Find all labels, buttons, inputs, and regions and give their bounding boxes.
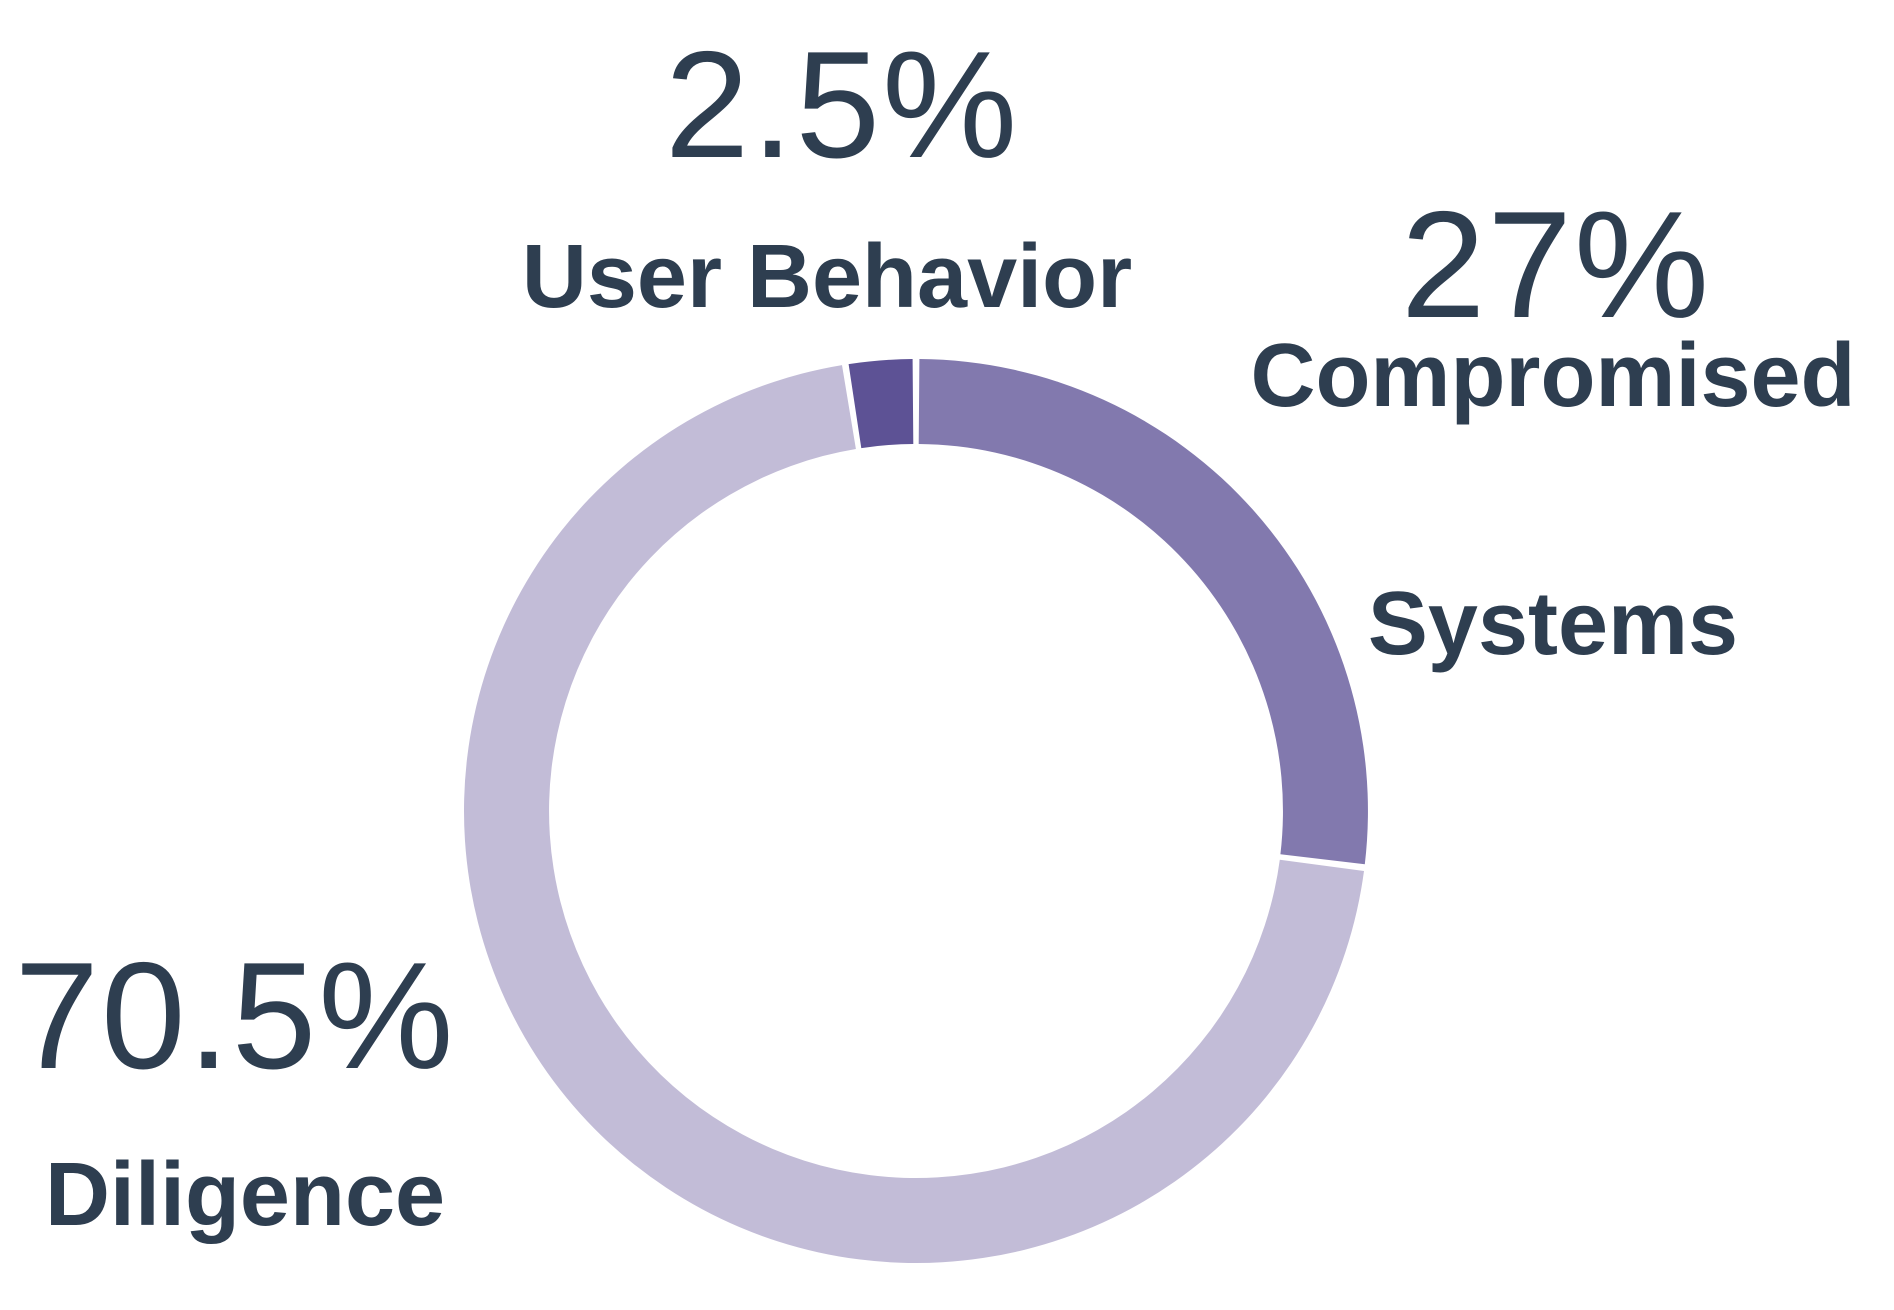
donut-segment-compromised-systems bbox=[918, 359, 1368, 865]
label-compromised-line2: Systems bbox=[1367, 574, 1739, 674]
value-diligence: 70.5% bbox=[14, 931, 456, 1101]
label-compromised-line1: Compromised bbox=[1250, 326, 1856, 426]
label-diligence: Diligence bbox=[44, 1145, 446, 1245]
label-user-behavior: User Behavior bbox=[521, 227, 1133, 327]
value-user-behavior: 2.5% bbox=[664, 20, 1020, 190]
value-compromised-systems: 27% bbox=[1400, 180, 1712, 350]
label-compromised-systems: Compromised Systems bbox=[1250, 190, 1855, 810]
donut-segment-user-behavior bbox=[848, 359, 914, 449]
